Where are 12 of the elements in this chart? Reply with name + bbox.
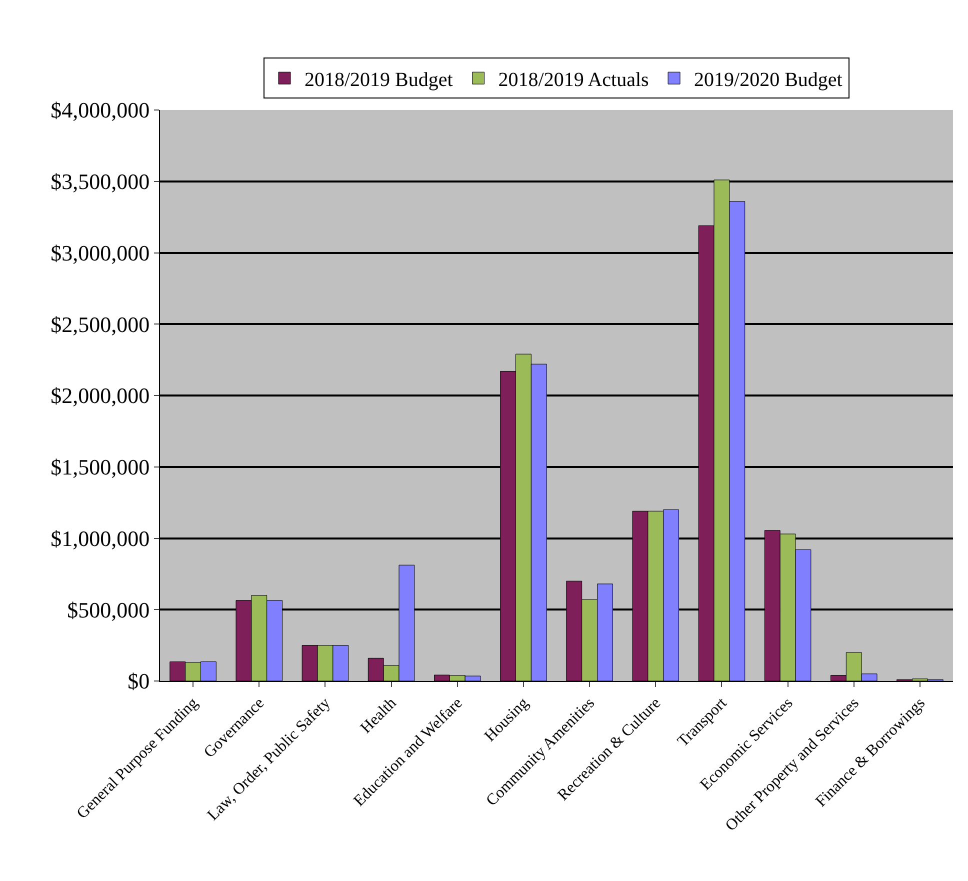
y-tick-label: $4,000,000 [50, 98, 150, 123]
legend-label: 2019/2020 Budget [694, 68, 843, 91]
legend-label: 2018/2019 Actuals [498, 68, 650, 91]
y-tick-label: $3,000,000 [50, 240, 150, 266]
legend-label: 2018/2019 Budget [304, 68, 454, 91]
y-tick-label: $2,500,000 [50, 312, 150, 337]
y-tick-label: $3,500,000 [50, 169, 150, 194]
y-tick-label: $1,000,000 [50, 526, 150, 551]
y-tick-label: $2,000,000 [50, 383, 150, 408]
y-tick-label: $500,000 [67, 597, 150, 622]
y-tick-label: $0 [128, 668, 150, 694]
y-tick-label: $1,500,000 [50, 454, 150, 480]
